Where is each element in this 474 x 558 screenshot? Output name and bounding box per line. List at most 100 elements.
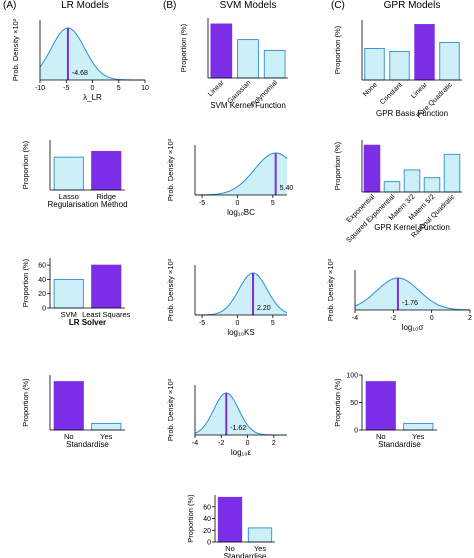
bar-yes [91, 422, 122, 431]
chart-panels: Prob. Density ×10³ -4.68 -10 -5 0 5 10 λ_LR Prop… [11, 18, 472, 558]
x-tick-label: 5 [271, 200, 275, 207]
y-axis-label: Proportion (%) [186, 494, 195, 543]
y-axis-label: Proportion (%) [333, 378, 342, 427]
y-tick-label: 20 [38, 291, 46, 298]
bar-ridge [91, 150, 122, 191]
category-label: No [64, 432, 74, 441]
x-axis-label: Standardise [224, 552, 267, 558]
category-label: Yes [254, 544, 266, 553]
x-tick-label: -4 [192, 440, 198, 447]
x-tick-label: -5 [63, 85, 69, 92]
bar-least-squares [91, 264, 122, 309]
y-axis-label: Proportion (%) [179, 23, 188, 72]
density-area [195, 393, 287, 435]
y-axis-label: Proportion (%) [333, 141, 342, 190]
chart-lr_lambda: Prob. Density ×10³ -4.68 -10 -5 0 5 10 λ_LR [11, 18, 149, 102]
y-tick-label: 0 [42, 306, 46, 313]
bar-lasso [53, 156, 84, 191]
bar-no [365, 381, 396, 431]
column-a-header: (A) LR Models [3, 0, 109, 11]
bar-svm [53, 278, 84, 309]
y-axis-label: Prob. Density ×10³ [326, 258, 335, 321]
column-a-letter: (A) [3, 0, 16, 11]
y-axis-label: Proportion (%) [21, 258, 30, 307]
column-c-title: GPR Models [384, 0, 441, 11]
bar-no [217, 496, 243, 543]
mean-label: 5.40 [280, 185, 294, 192]
density-area [195, 273, 287, 315]
y-axis-label: Proportion (%) [333, 25, 342, 74]
y-tick-label: 40 [203, 516, 211, 523]
y-tick-label: 60 [203, 504, 211, 511]
y-axis-label: Prob. Density ×10³ [166, 378, 175, 441]
bar-polynomial [263, 49, 286, 79]
x-tick-label: 0 [91, 85, 95, 92]
chart-svm_bc: Prob. Density ×10³ 5.40 -5 0 5 log₁₀BC [166, 138, 293, 217]
density-area [195, 153, 287, 195]
y-tick-label: 0 [354, 428, 358, 435]
bar-rational-quadratic [443, 153, 461, 193]
x-tick-label: 5 [117, 85, 121, 92]
bar-yes [247, 527, 273, 543]
y-tick-label: 20 [203, 528, 211, 535]
x-tick-label: 10 [141, 85, 149, 92]
category-label: Constant [379, 81, 404, 106]
x-axis-label: log₁₀ε [231, 448, 252, 457]
density-curve [354, 277, 471, 311]
bar-squared-exponential [383, 181, 401, 193]
category-label: SVM [61, 310, 77, 319]
category-label: Lasso [59, 192, 79, 201]
column-b-header: (B) SVM Models [163, 0, 276, 11]
category-label: None [362, 81, 379, 98]
bar-yes [403, 422, 434, 431]
x-axis-label: log₁₀σ [402, 323, 424, 332]
x-tick-label: 0 [246, 440, 250, 447]
x-tick-label: -5 [199, 200, 205, 207]
x-tick-label: -2 [218, 440, 224, 447]
category-label: Linear [207, 79, 226, 98]
chart-gpr_sigma: Prob. Density ×10³ -1.76 -4 -2 0 2 log₁₀σ [326, 258, 472, 332]
bar-gaussian [237, 39, 259, 79]
bar-matern-5-2 [423, 177, 441, 193]
y-axis-label: Prob. Density ×10³ [166, 258, 175, 321]
bar-no [53, 381, 84, 431]
chart-svm_kernel: Proportion (%)Linear GaussianPolynomialSV… [179, 18, 288, 110]
x-axis-label: LR Solver [69, 318, 106, 327]
bar-exponential [363, 144, 381, 193]
y-axis-label: Prob. Density ×10³ [166, 138, 175, 201]
x-tick-label: 2 [468, 315, 472, 322]
x-tick-label: 0 [430, 315, 434, 322]
bar-matern-3-2 [403, 169, 421, 193]
bar-linear [414, 24, 435, 81]
x-axis-label: Standardise [66, 440, 109, 449]
x-axis-label: Standardise [378, 440, 421, 449]
y-tick-label: 60 [38, 263, 46, 270]
mean-label: -1.76 [402, 300, 418, 307]
chart-svm_eps: Prob. Density ×10³ -1.62 -4 -2 0 2 log₁₀ε [166, 378, 287, 457]
bar-constant [389, 51, 410, 81]
x-tick-label: -10 [35, 85, 45, 92]
x-tick-label: 2 [272, 440, 276, 447]
column-c-header: (C) GPR Models [331, 0, 440, 11]
mean-label: -4.68 [72, 70, 88, 77]
x-axis-label: λ_LR [83, 93, 102, 102]
category-label: Ridge [96, 192, 116, 201]
x-tick-label: 0 [236, 320, 240, 327]
category-label: Linear [410, 81, 429, 100]
x-axis-label: log₁₀BC [227, 208, 255, 217]
y-tick-label: 50 [350, 400, 358, 407]
column-c-letter: (C) [331, 0, 345, 11]
category-label: Least Squares [82, 310, 131, 319]
x-axis-label: GPR Basis Function [376, 109, 448, 118]
y-axis-label: Proportion (%) [21, 378, 30, 427]
density-area [355, 278, 470, 310]
category-label: No [376, 432, 386, 441]
chart-svm_std: Proportion (%) No Yes 0 20 40 60 Standardise [186, 494, 275, 558]
bar-pure-quadratic [439, 42, 460, 81]
x-axis-label: Regularisation Method [47, 200, 127, 209]
chart-svm_ks: Prob. Density ×10³ 2.20 -5 0 5 log₁₀KS [166, 258, 288, 337]
category-label: Yes [412, 432, 424, 441]
